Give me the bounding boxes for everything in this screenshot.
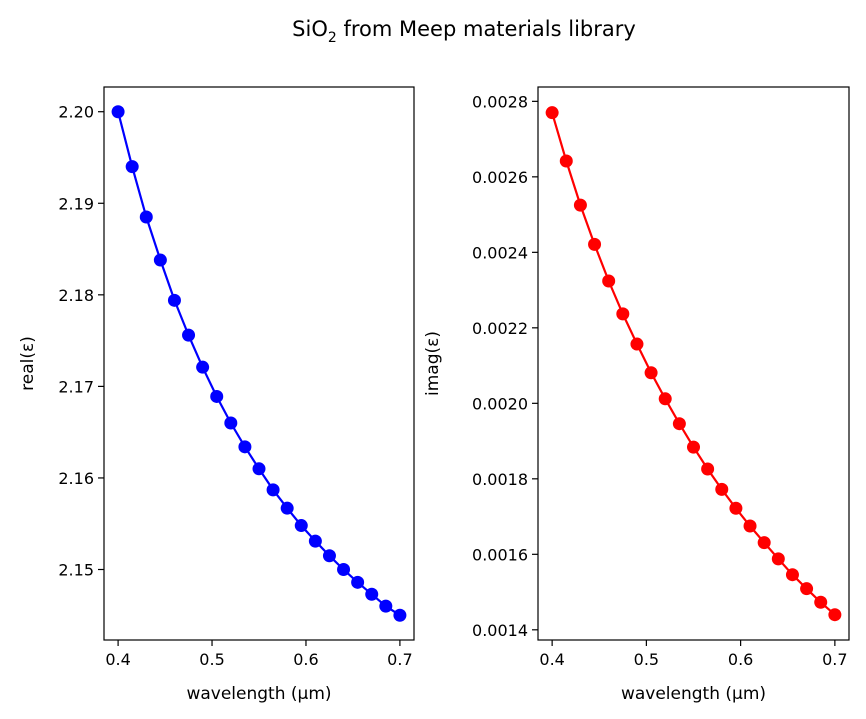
data-point xyxy=(828,608,842,622)
x-tick-label: 0.5 xyxy=(634,650,659,669)
data-point xyxy=(125,160,139,174)
data-point xyxy=(757,536,771,550)
series-line xyxy=(117,111,401,617)
data-point xyxy=(602,274,616,288)
data-point xyxy=(729,501,743,515)
data-point xyxy=(365,587,379,601)
y-tick-label: 0.0026 xyxy=(472,168,528,187)
data-point xyxy=(182,328,196,342)
data-point xyxy=(224,416,238,430)
y-tick-label: 2.16 xyxy=(58,469,94,488)
data-point xyxy=(588,237,602,251)
x-axis-label: wavelength (µm) xyxy=(621,684,766,704)
y-tick-label: 2.18 xyxy=(58,286,94,305)
x-tick-label: 0.7 xyxy=(822,650,847,669)
data-point xyxy=(167,293,181,307)
data-point xyxy=(322,549,336,563)
data-point xyxy=(559,154,573,168)
y-axis-label: imag(ε) xyxy=(423,331,443,396)
x-tick-label: 0.7 xyxy=(387,650,412,669)
data-point xyxy=(196,360,210,374)
figure-title-rest: from Meep materials library xyxy=(337,17,636,41)
y-tick-label: 2.15 xyxy=(58,561,94,580)
y-tick-label: 2.19 xyxy=(58,194,94,213)
y-axis-label: real(ε) xyxy=(18,336,38,391)
data-point xyxy=(545,106,559,120)
data-point xyxy=(238,440,252,454)
data-point xyxy=(800,582,814,596)
data-point xyxy=(337,563,351,577)
data-point xyxy=(393,608,407,622)
x-tick-label: 0.6 xyxy=(293,650,318,669)
y-tick-label: 0.0024 xyxy=(472,243,528,262)
data-point xyxy=(139,210,153,224)
data-point xyxy=(630,337,644,351)
data-point xyxy=(616,307,630,321)
data-point xyxy=(308,534,322,548)
data-point xyxy=(771,552,785,566)
y-tick-label: 2.17 xyxy=(58,377,94,396)
data-point xyxy=(266,483,280,497)
y-tick-label: 0.0016 xyxy=(472,545,528,564)
y-tick-label: 0.0014 xyxy=(472,621,528,640)
y-tick-label: 0.0018 xyxy=(472,470,528,489)
data-point xyxy=(153,253,167,267)
figure-title-subscript: 2 xyxy=(328,30,337,46)
data-point xyxy=(701,462,715,476)
data-point xyxy=(252,462,266,476)
y-tick-label: 0.0022 xyxy=(472,319,528,338)
data-point xyxy=(687,440,700,454)
data-point xyxy=(743,519,757,533)
imag-epsilon-chart: 0.4 0.5 0.6 0.7 0.0014 0.0016 0.0018 0.0020 0.00… xyxy=(423,86,850,704)
data-point xyxy=(658,392,672,406)
y-tick-label: 0.0028 xyxy=(472,92,528,111)
data-point xyxy=(644,366,658,380)
data-point xyxy=(280,501,294,515)
figure-title: SiO2 from Meep materials library xyxy=(292,17,636,46)
data-point xyxy=(379,599,393,613)
real-epsilon-chart: 0.4 0.5 0.6 0.7 2.15 2.16 2.17 2.18 2.19 2.20 wave… xyxy=(18,86,415,704)
x-tick-label: 0.5 xyxy=(199,650,224,669)
data-point xyxy=(715,482,729,496)
series-line xyxy=(551,112,836,616)
data-point xyxy=(210,389,224,403)
figure-title-main: SiO xyxy=(292,17,328,41)
data-point xyxy=(573,198,587,212)
axes-frame xyxy=(537,86,850,641)
x-tick-label: 0.6 xyxy=(728,650,753,669)
data-point xyxy=(672,417,686,431)
data-point xyxy=(785,568,799,582)
x-tick-label: 0.4 xyxy=(105,650,130,669)
data-point xyxy=(294,519,308,533)
y-tick-label: 2.20 xyxy=(58,103,94,122)
y-tick-label: 0.0020 xyxy=(472,394,528,413)
x-tick-label: 0.4 xyxy=(539,650,564,669)
axes-frame xyxy=(103,86,415,641)
data-point xyxy=(814,595,828,609)
data-point xyxy=(351,575,365,589)
x-axis-label: wavelength (µm) xyxy=(186,684,331,704)
data-point xyxy=(111,105,125,119)
